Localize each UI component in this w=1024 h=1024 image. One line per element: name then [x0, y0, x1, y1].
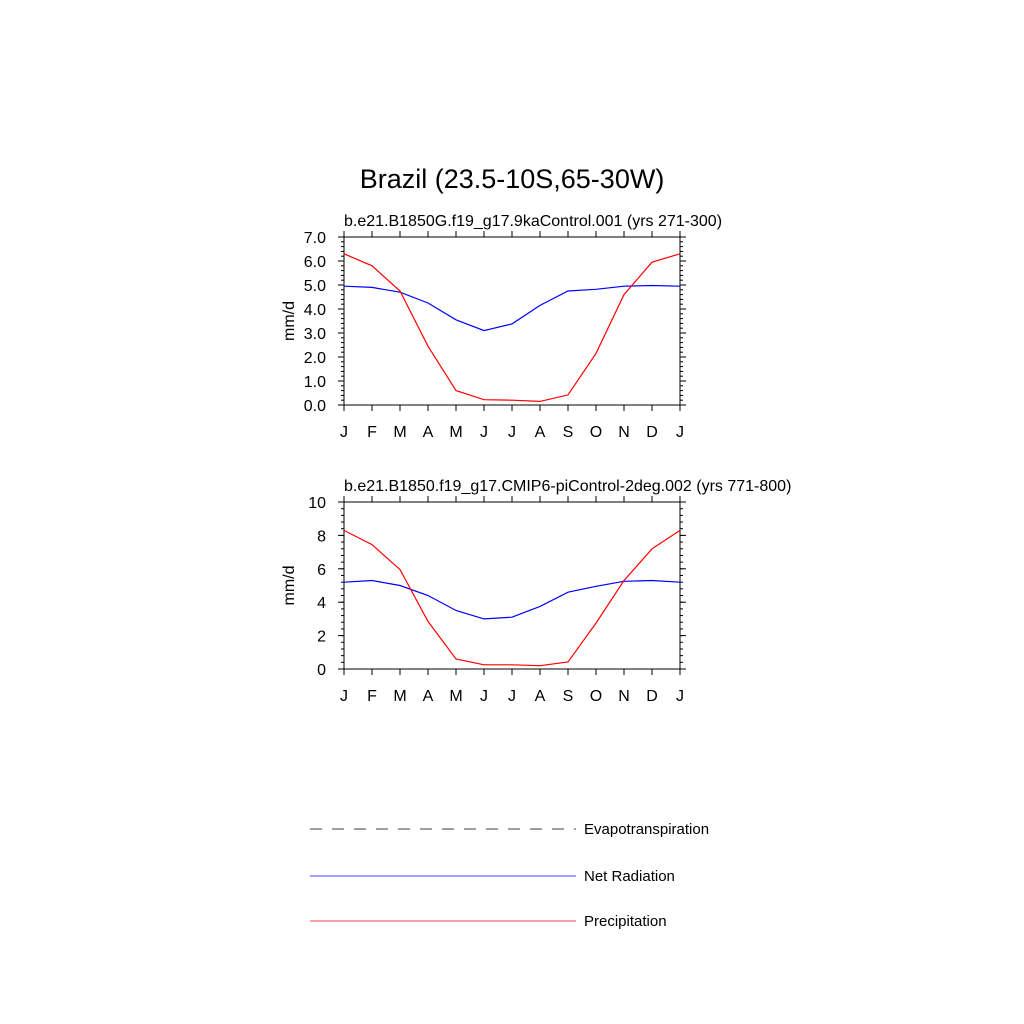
x-tick-label: N [618, 688, 630, 705]
y-tick-label: 4.0 [304, 302, 326, 319]
y-tick-label: 7.0 [304, 230, 326, 247]
y-tick-label: 0.0 [304, 398, 326, 415]
x-tick-label: A [535, 424, 546, 441]
x-tick-label: M [449, 688, 462, 705]
y-tick-label: 2.0 [304, 350, 326, 367]
panels: b.e21.B1850G.f19_g17.9kaControl.001 (yrs… [281, 213, 791, 705]
x-tick-label: J [480, 688, 488, 705]
panel-title: b.e21.B1850G.f19_g17.9kaControl.001 (yrs… [344, 213, 722, 230]
x-tick-label: J [340, 424, 348, 441]
panel-title: b.e21.B1850.f19_g17.CMIP6-piControl-2deg… [344, 478, 791, 495]
y-tick-label: 0 [317, 662, 326, 679]
x-tick-label: D [646, 688, 658, 705]
x-tick-label: A [535, 688, 546, 705]
x-tick-label: A [423, 688, 434, 705]
y-tick-label: 3.0 [304, 326, 326, 343]
y-tick-label: 6.0 [304, 254, 326, 271]
x-tick-label: M [449, 424, 462, 441]
chart-panel-1: b.e21.B1850G.f19_g17.9kaControl.001 (yrs… [281, 213, 722, 441]
legend: Evapotranspiration Net Radiation Precipita… [310, 821, 709, 930]
y-axis-label: mm/d [281, 566, 298, 606]
x-tick-label: J [676, 688, 684, 705]
legend-label: Precipitation [584, 913, 667, 930]
x-tick-label: J [508, 688, 516, 705]
x-tick-label: F [367, 688, 377, 705]
figure-title: Brazil (23.5-10S,65-30W) [360, 164, 665, 194]
x-tick-label: S [563, 424, 574, 441]
x-tick-label: J [676, 424, 684, 441]
y-tick-label: 5.0 [304, 278, 326, 295]
x-tick-label: O [590, 688, 602, 705]
chart-panel-2: b.e21.B1850.f19_g17.CMIP6-piControl-2deg… [281, 478, 791, 705]
x-tick-label: F [367, 424, 377, 441]
y-axis-label: mm/d [281, 301, 298, 341]
y-tick-label: 8 [317, 528, 326, 545]
y-tick-label: 2 [317, 629, 326, 646]
x-tick-label: S [563, 688, 574, 705]
x-tick-label: J [340, 688, 348, 705]
series-line-net-radiation [343, 579, 681, 620]
y-tick-label: 4 [317, 595, 326, 612]
x-tick-label: D [646, 424, 658, 441]
plot-frame [343, 236, 681, 406]
legend-label: Net Radiation [584, 868, 675, 885]
y-tick-label: 6 [317, 562, 326, 579]
x-tick-label: J [480, 424, 488, 441]
x-tick-label: J [508, 424, 516, 441]
plot-frame [343, 501, 681, 670]
x-tick-label: M [393, 424, 406, 441]
x-tick-label: O [590, 424, 602, 441]
x-tick-label: A [423, 424, 434, 441]
series-line-precipitation [343, 529, 681, 667]
y-tick-label: 10 [308, 495, 326, 512]
legend-label: Evapotranspiration [584, 821, 709, 838]
x-tick-label: M [393, 688, 406, 705]
series-line-precipitation [343, 253, 681, 403]
y-tick-label: 1.0 [304, 374, 326, 391]
series-line-net-radiation [343, 284, 681, 332]
x-tick-label: N [618, 424, 630, 441]
